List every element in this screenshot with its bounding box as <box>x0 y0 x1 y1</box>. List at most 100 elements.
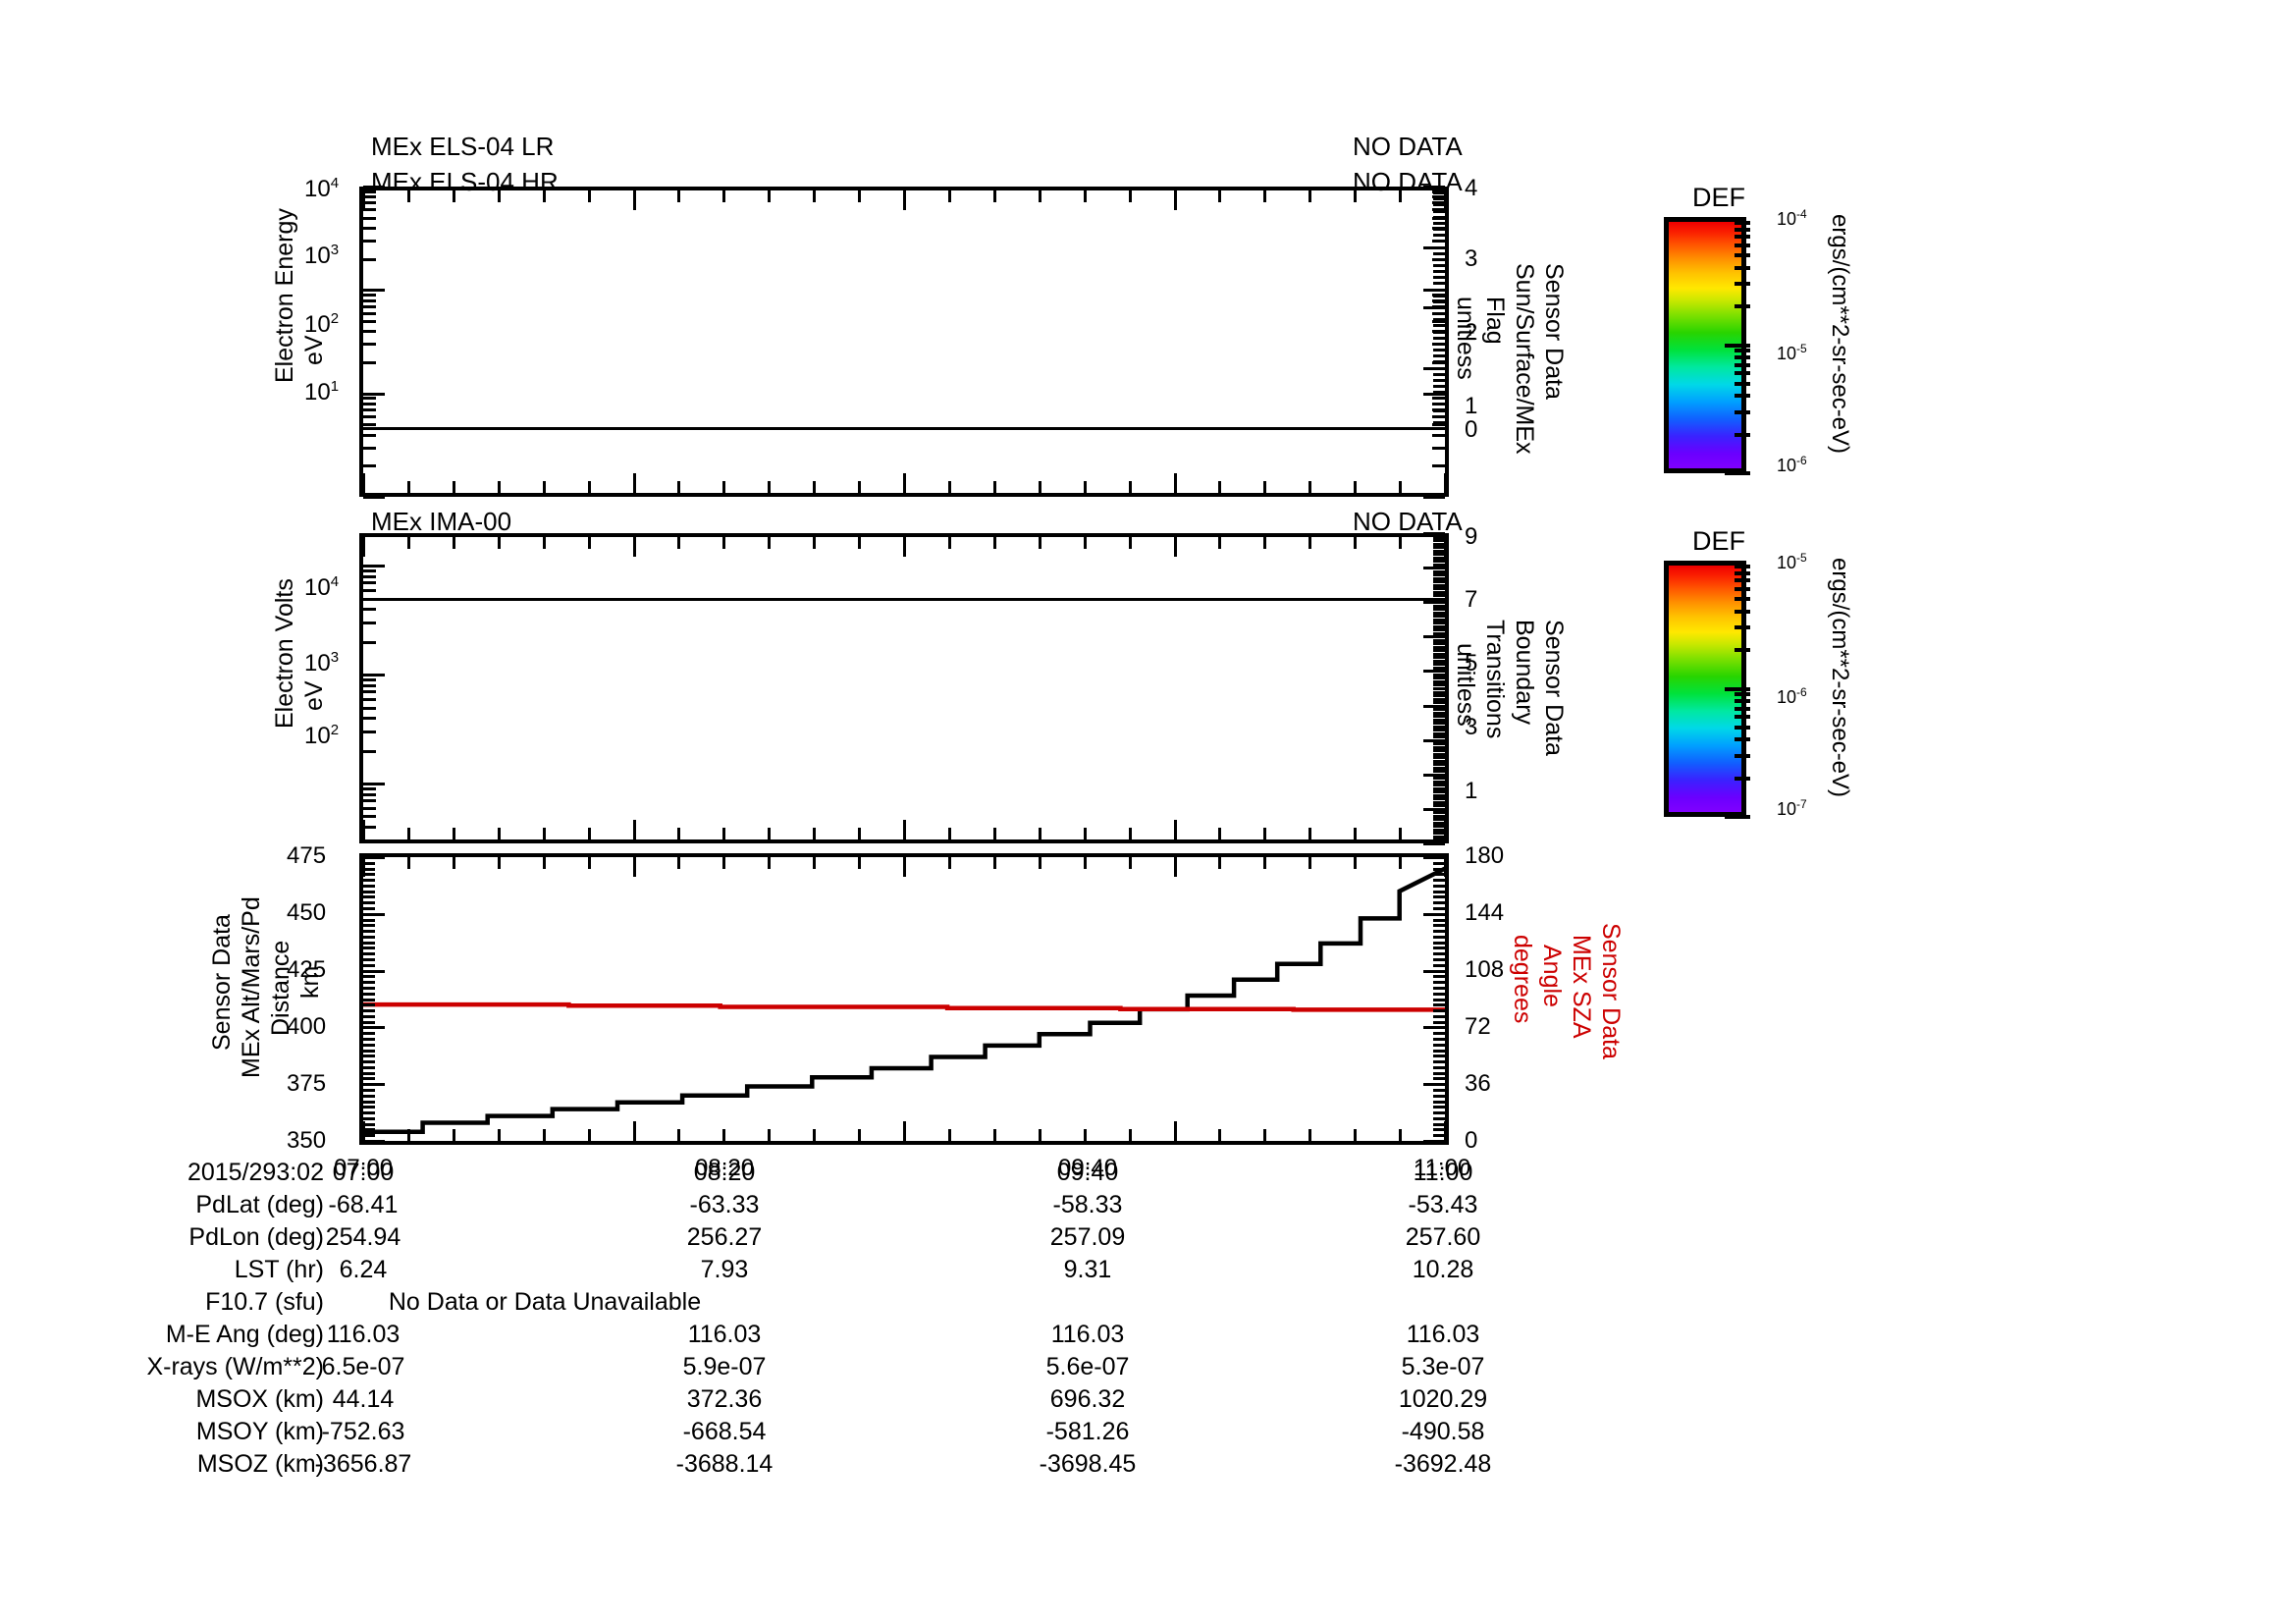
axis-tick <box>363 856 385 859</box>
axis-tick <box>1038 190 1041 202</box>
axis-tick <box>1423 856 1445 859</box>
axis-tick <box>1433 535 1445 539</box>
table-cell: 257.60 <box>1405 1223 1481 1251</box>
axis-tick <box>1399 537 1403 549</box>
axis-tick <box>1433 408 1445 412</box>
panel-alt-y2axis-label-line3: Angle <box>1538 945 1566 1007</box>
axis-tick <box>1433 642 1445 646</box>
axis-tick <box>363 392 385 396</box>
axis-tick <box>813 857 817 869</box>
table-row-label: MSOY (km) <box>195 1418 324 1445</box>
axis-tick <box>1725 343 1750 348</box>
table-cell: 11:00 <box>1413 1159 1473 1186</box>
axis-tick <box>452 481 455 493</box>
axis-tick <box>1433 992 1445 996</box>
panel-alt-y2tick-144: 144 <box>1465 899 1505 926</box>
axis-tick <box>1433 553 1445 557</box>
axis-tick <box>903 537 906 557</box>
panel-els-y2tick-4: 4 <box>1465 175 1478 201</box>
table-cell: -3688.14 <box>675 1450 774 1478</box>
axis-tick <box>542 828 546 839</box>
table-row-label: 2015/293:02 <box>187 1159 324 1186</box>
axis-tick <box>1433 821 1445 825</box>
axis-tick <box>1263 1129 1267 1141</box>
axis-tick <box>1433 952 1445 956</box>
axis-tick <box>768 481 772 493</box>
panel-alt-yaxis-label-line2: MEx Alt/Mars/Pd <box>238 896 265 1078</box>
axis-tick <box>363 360 376 364</box>
axis-tick <box>363 195 376 199</box>
axis-tick <box>1308 1129 1312 1141</box>
panel-alt-y2tick-0: 0 <box>1465 1127 1478 1154</box>
panel-ima-y2tick-9: 9 <box>1465 523 1478 550</box>
axis-tick <box>363 569 376 573</box>
table-cell: 09:40 <box>1056 1159 1119 1186</box>
axis-tick <box>1354 481 1358 493</box>
axis-tick <box>1433 656 1445 660</box>
axis-tick <box>1433 391 1445 395</box>
axis-tick <box>1173 190 1177 210</box>
axis-tick <box>1433 729 1445 732</box>
axis-tick <box>1433 963 1445 967</box>
axis-tick <box>406 190 410 202</box>
axis-tick <box>632 820 636 839</box>
axis-tick <box>1433 611 1445 615</box>
axis-tick <box>363 717 376 721</box>
axis-tick <box>363 826 376 830</box>
axis-tick <box>1433 763 1445 767</box>
table-cell: -490.58 <box>1401 1418 1485 1445</box>
axis-tick <box>1423 601 1445 605</box>
axis-tick <box>363 304 376 308</box>
axis-tick <box>1735 381 1750 386</box>
axis-tick <box>1433 1088 1445 1092</box>
axis-tick <box>363 839 376 842</box>
axis-tick <box>1433 270 1445 274</box>
axis-tick <box>452 857 455 869</box>
axis-tick <box>363 879 375 883</box>
table-cell: 6.24 <box>339 1256 388 1283</box>
panel-ima-y2tick-5: 5 <box>1465 650 1478 676</box>
axis-tick <box>1433 835 1445 839</box>
table-cell: 372.36 <box>686 1385 763 1413</box>
panel-els-status-lr: NO DATA <box>1353 132 1463 161</box>
axis-tick <box>992 537 996 549</box>
panel-ima-ytick-1e3: 103 <box>304 649 340 676</box>
panel-ima-title: MEx IMA-00 <box>371 507 512 536</box>
axis-tick <box>587 537 591 549</box>
axis-tick <box>363 697 376 701</box>
panel-ima-ytick-1e2: 102 <box>304 722 340 749</box>
table-row-label: M-E Ang (deg) <box>165 1321 324 1348</box>
axis-tick <box>1433 197 1445 201</box>
axis-tick <box>1423 738 1445 742</box>
axis-tick <box>363 683 376 687</box>
axis-tick <box>1128 1129 1132 1141</box>
colorbar-2-unit-label: ergs/(cm**2-sr-sec-eV) <box>1827 558 1853 798</box>
axis-tick <box>1128 828 1132 839</box>
panel-els-title-hr: MEx ELS-04 HR <box>371 167 559 196</box>
axis-tick <box>363 867 375 871</box>
panel-alt-y2tick-180: 180 <box>1465 842 1505 869</box>
table-cell: -58.33 <box>1052 1191 1123 1218</box>
axis-tick <box>1399 857 1403 869</box>
xtick-0820: 08:20 <box>695 1155 755 1181</box>
axis-tick <box>1735 432 1750 437</box>
axis-tick <box>1399 1129 1403 1141</box>
axis-tick <box>1083 190 1087 202</box>
axis-tick <box>858 857 862 869</box>
axis-tick <box>1433 718 1445 722</box>
axis-tick <box>363 588 376 592</box>
axis-tick <box>363 1043 375 1047</box>
axis-tick <box>1433 731 1445 735</box>
axis-tick <box>1433 549 1445 553</box>
axis-tick <box>1433 890 1445 893</box>
axis-tick <box>1735 243 1750 247</box>
axis-tick <box>1433 811 1445 815</box>
axis-tick <box>1263 857 1267 869</box>
axis-tick <box>1423 912 1445 916</box>
axis-tick <box>1423 773 1445 777</box>
panel-alt-y2tick-36: 36 <box>1465 1070 1491 1097</box>
axis-tick <box>722 537 726 549</box>
axis-tick <box>1433 749 1445 753</box>
panel-ima-yaxis-label-line2: eV <box>300 680 328 711</box>
axis-tick <box>1399 828 1403 839</box>
